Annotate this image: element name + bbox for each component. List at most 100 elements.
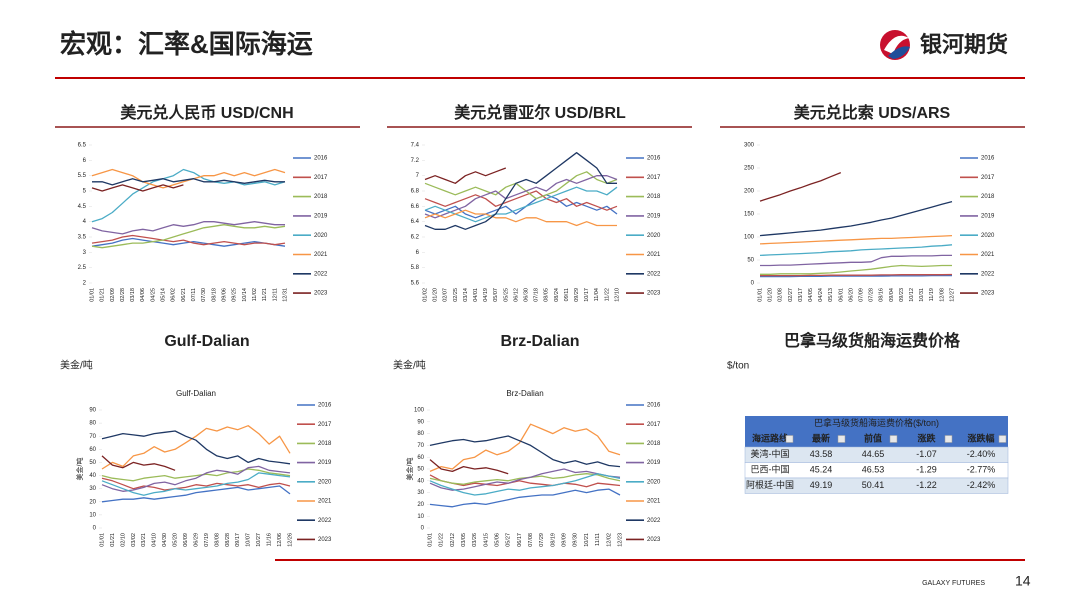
legend-label: 2021 [647, 252, 661, 258]
table-cell: 46.53 [862, 465, 885, 475]
x-tick-label: 05/07 [493, 288, 499, 302]
x-tick-label: 03/14 [463, 288, 469, 302]
legend-label: 2021 [314, 252, 328, 258]
legend-label: 2021 [981, 252, 995, 258]
y-tick-label: 150 [744, 212, 755, 218]
series-line [760, 274, 952, 278]
legend-label: 2019 [318, 460, 332, 466]
table-header: 最新 [812, 433, 830, 444]
series-line [760, 254, 952, 267]
series-line [101, 485, 291, 503]
series-line [101, 455, 176, 471]
legend-label: 2021 [647, 499, 661, 505]
x-tick-label: 12/08 [939, 288, 945, 302]
y-tick-label: 40 [89, 473, 96, 479]
logo-text: 银河期货 [920, 32, 1008, 57]
legend-label: 2019 [647, 213, 661, 219]
x-tick-label: 12/10 [614, 288, 620, 302]
x-tick-label: 06/01 [838, 288, 844, 302]
legend-label: 2023 [981, 291, 995, 297]
x-tick-label: 06/29 [193, 533, 199, 547]
y-tick-label: 6.2 [411, 235, 420, 241]
x-tick-label: 07/28 [869, 288, 875, 302]
chart-heading: Gulf-Dalian [164, 333, 249, 350]
legend-label: 2020 [314, 233, 328, 239]
page-title: 宏观：汇率&国际海运 [60, 29, 313, 59]
x-tick-label: 04/10 [152, 533, 158, 547]
table-cell: 45.24 [810, 465, 833, 475]
x-tick-label: 07/18 [534, 288, 540, 302]
series-line [760, 273, 953, 277]
legend-label: 2018 [314, 194, 328, 200]
series-line [101, 430, 291, 465]
x-tick-label: 11/21 [262, 288, 268, 301]
y-tick-label: 40 [417, 478, 424, 484]
x-tick-label: 04/24 [818, 288, 824, 302]
table-heading: 巴拿马级货船海运费价格 [784, 331, 961, 350]
x-tick-label: 10/27 [256, 533, 262, 547]
x-tick-label: 03/05 [461, 533, 467, 547]
x-tick-label: 09/04 [889, 288, 895, 302]
series-line [101, 472, 291, 496]
y-tick-label: 6.4 [411, 219, 420, 225]
x-tick-label: 04/06 [140, 288, 146, 302]
x-tick-label: 05/13 [828, 288, 834, 302]
legend-label: 2018 [318, 441, 332, 447]
legend-label: 2018 [981, 194, 995, 200]
legend-label: 2018 [647, 194, 661, 200]
x-tick-label: 09/23 [899, 288, 905, 302]
x-tick-label: 01/21 [100, 288, 106, 302]
x-tick-label: 01/21 [110, 533, 116, 547]
y-tick-label: 50 [747, 258, 754, 264]
x-tick-label: 01/01 [89, 288, 95, 302]
legend-label: 2023 [647, 537, 661, 543]
x-tick-label: 12/26 [287, 533, 293, 547]
x-tick-label: 08/19 [550, 533, 556, 547]
x-tick-label: 11/04 [594, 288, 600, 301]
y-tick-label: 5.5 [78, 173, 87, 179]
legend-label: 2017 [647, 175, 661, 181]
x-tick-label: 09/09 [562, 533, 568, 547]
x-tick-label: 07/09 [859, 288, 865, 302]
y-tick-label: 10 [417, 514, 424, 520]
chart-heading: 美元兑比索 UDS/ARS [794, 103, 951, 122]
x-tick-label: 06/02 [171, 288, 177, 302]
legend-label: 2020 [647, 479, 661, 485]
y-tick-label: 100 [414, 408, 425, 414]
series-line [91, 168, 286, 189]
chart-heading: Brz-Dalian [500, 333, 579, 350]
x-tick-label: 12/11 [272, 288, 278, 301]
plot-title: Gulf-Dalian [176, 389, 216, 398]
y-tick-label: 5.8 [411, 265, 420, 271]
unit-label: 美金/吨 [393, 359, 426, 372]
y-tick-label: 50 [89, 460, 96, 466]
x-tick-label: 11/11 [595, 533, 601, 546]
series-line [759, 171, 842, 202]
y-tick-label: 2 [83, 281, 87, 287]
x-tick-label: 04/15 [483, 533, 489, 547]
series-line [424, 167, 507, 184]
filter-button [785, 435, 794, 443]
x-tick-label: 02/25 [453, 288, 459, 302]
y-tick-label: 4 [83, 219, 87, 225]
x-tick-label: 08/24 [554, 288, 560, 302]
x-tick-label: 08/16 [879, 288, 885, 302]
x-tick-label: 04/25 [150, 288, 156, 302]
y-tick-label: 6.8 [411, 189, 420, 195]
x-tick-label: 06/12 [513, 288, 519, 302]
legend-label: 2023 [314, 291, 328, 297]
x-tick-label: 09/30 [573, 533, 579, 547]
x-tick-label: 01/20 [768, 288, 774, 302]
y-tick-label: 30 [89, 486, 96, 492]
legend-label: 2021 [318, 499, 332, 505]
x-tick-label: 05/25 [503, 288, 509, 302]
filter-button [944, 435, 953, 443]
legend-label: 2020 [981, 233, 995, 239]
x-tick-label: 02/08 [778, 288, 784, 302]
x-tick-label: 08/05 [544, 288, 550, 302]
x-tick-label: 06/17 [517, 533, 523, 547]
legend-label: 2022 [647, 518, 661, 524]
y-tick-label: 80 [417, 431, 424, 437]
legend-label: 2019 [981, 213, 995, 219]
x-tick-label: 10/14 [242, 288, 248, 302]
